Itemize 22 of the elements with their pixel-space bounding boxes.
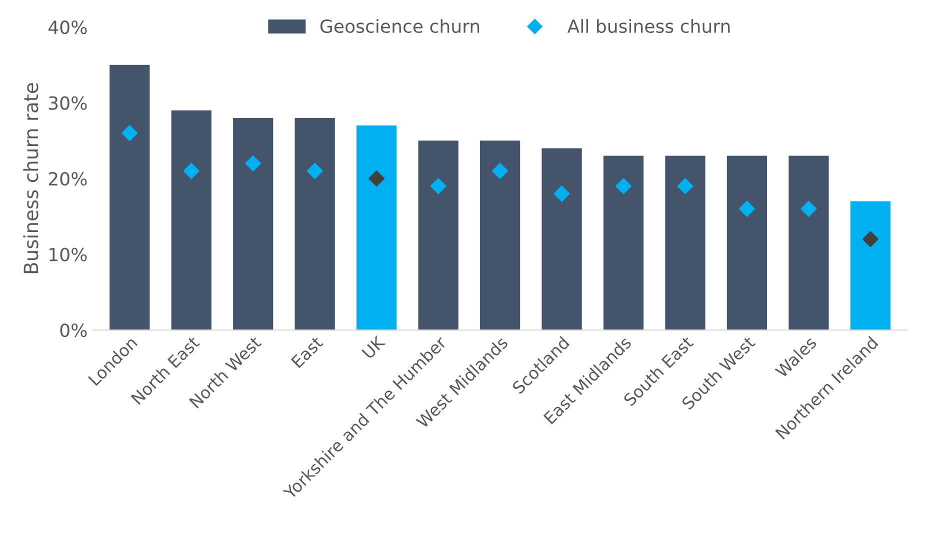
- bar: [171, 110, 212, 330]
- bar: [850, 201, 891, 330]
- y-axis-title: Business churn rate: [23, 83, 38, 274]
- bar: [418, 140, 458, 330]
- bar: [788, 156, 829, 330]
- bar: [542, 148, 582, 330]
- y-tick-label: 10%: [50, 248, 87, 262]
- bar: [480, 140, 520, 330]
- legend-label: Geoscience churn: [320, 19, 480, 34]
- y-tick-label: 0%: [60, 323, 87, 338]
- y-tick-label: 30%: [48, 96, 87, 110]
- y-tick-label: 20%: [48, 172, 87, 186]
- bar: [233, 118, 274, 330]
- bar: [603, 156, 644, 330]
- bar: [356, 126, 397, 330]
- bar: [294, 118, 335, 330]
- y-tick-label: 40%: [48, 20, 87, 34]
- bar: [726, 156, 768, 330]
- bar: [110, 64, 150, 330]
- bar: [665, 156, 706, 330]
- x-tick-label: UK: [362, 334, 386, 360]
- legend-label: All business churn: [567, 19, 730, 34]
